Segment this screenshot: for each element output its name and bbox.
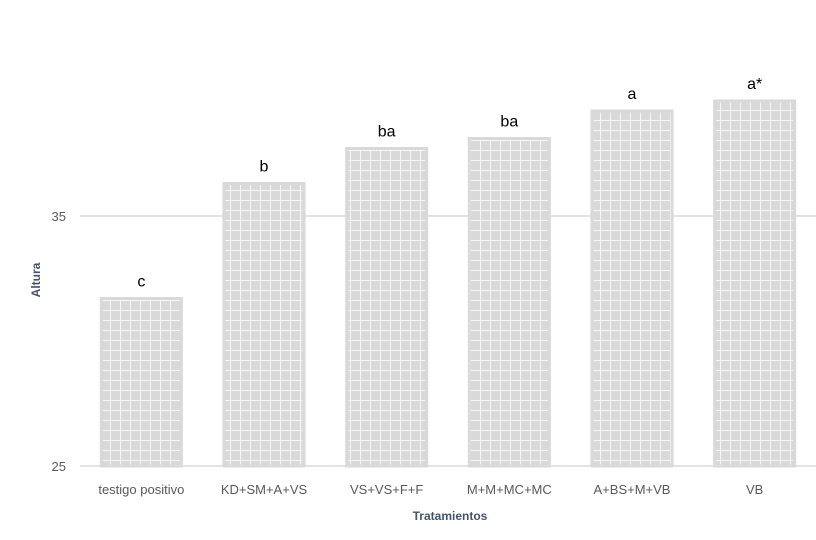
x-tick-label: VB bbox=[746, 482, 763, 497]
x-tick-label: VS+VS+F+F bbox=[350, 482, 423, 497]
data-label: c bbox=[137, 274, 145, 291]
data-label: b bbox=[260, 159, 269, 176]
data-label: ba bbox=[378, 124, 396, 141]
bar bbox=[345, 147, 429, 468]
data-label: a bbox=[628, 86, 637, 103]
x-tick-label: A+BS+M+VB bbox=[594, 482, 671, 497]
bar bbox=[467, 137, 551, 468]
x-axis-title: Tratamientos bbox=[413, 509, 488, 523]
bar bbox=[590, 109, 674, 468]
x-tick-label: M+M+MC+MC bbox=[467, 482, 552, 497]
x-tick-label: testigo positivo bbox=[98, 482, 184, 497]
y-axis-title: Altura bbox=[29, 262, 43, 297]
significance-labels: c b ba ba a a* bbox=[137, 76, 762, 291]
bars bbox=[99, 99, 797, 468]
bar bbox=[222, 182, 306, 468]
data-label: a* bbox=[747, 76, 762, 93]
bar bbox=[713, 99, 797, 468]
y-axis-ticks: 25 35 bbox=[52, 209, 66, 474]
x-axis-ticks: testigo positivo KD+SM+A+VS VS+VS+F+F M+M+M… bbox=[98, 482, 763, 497]
y-tick-label: 25 bbox=[52, 459, 66, 474]
data-label: ba bbox=[500, 114, 518, 131]
y-tick-label: 35 bbox=[52, 209, 66, 224]
gridlines bbox=[80, 215, 816, 467]
bar bbox=[99, 297, 183, 468]
x-tick-label: KD+SM+A+VS bbox=[221, 482, 308, 497]
